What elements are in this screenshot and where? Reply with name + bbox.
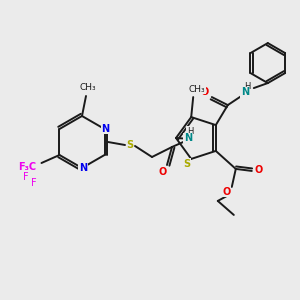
Text: F₃C: F₃C	[18, 162, 37, 172]
Text: S: S	[184, 159, 191, 169]
Text: F: F	[31, 178, 36, 188]
Text: F: F	[23, 172, 28, 182]
Text: N: N	[79, 163, 87, 173]
Text: H: H	[244, 82, 251, 91]
Text: N: N	[184, 133, 192, 143]
Text: N: N	[101, 124, 110, 134]
Text: CH₃: CH₃	[80, 83, 96, 92]
Text: CH₃: CH₃	[189, 85, 206, 94]
Text: S: S	[126, 140, 134, 150]
Text: O: O	[255, 165, 263, 175]
Text: O: O	[223, 187, 231, 197]
Text: O: O	[201, 87, 209, 97]
Text: H: H	[187, 127, 193, 136]
Text: N: N	[241, 87, 249, 97]
Text: F: F	[19, 164, 24, 174]
Text: O: O	[159, 167, 167, 177]
